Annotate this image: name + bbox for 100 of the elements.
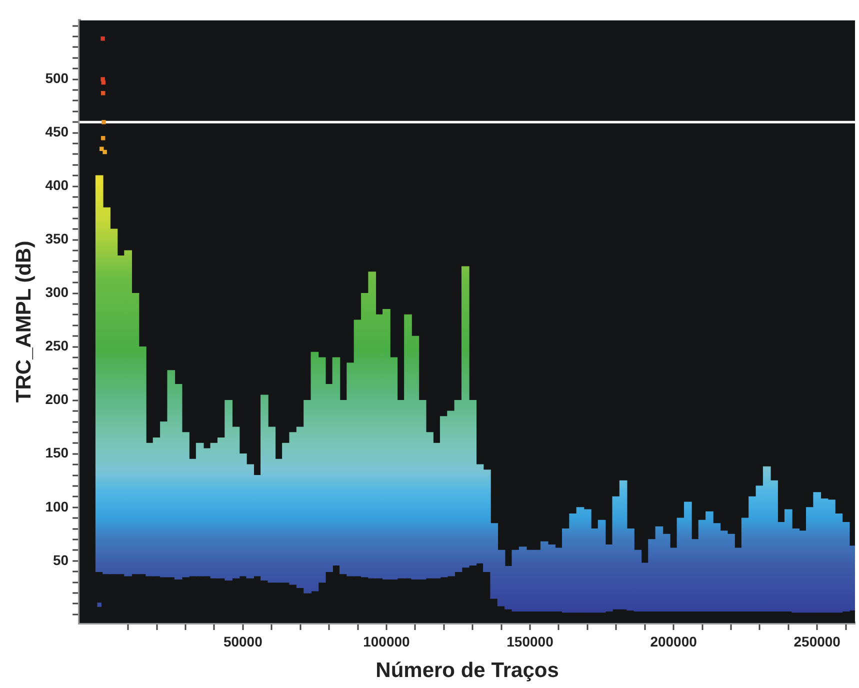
bar <box>426 432 434 578</box>
y-tick-label: 500 <box>45 70 69 86</box>
y-axis-title: TRC_AMPL (dB) <box>12 240 36 403</box>
bar <box>497 550 506 606</box>
bar <box>167 370 176 578</box>
bar <box>612 496 620 610</box>
bar <box>727 534 735 612</box>
y-tick-label: 350 <box>45 230 69 247</box>
bar <box>174 384 182 580</box>
y-tick-label: 50 <box>52 552 69 568</box>
x-tick-label: 150000 <box>506 633 554 650</box>
bar <box>569 513 577 613</box>
bar <box>461 266 470 568</box>
bar <box>404 314 412 578</box>
bar <box>131 293 140 574</box>
point <box>100 146 104 151</box>
bar <box>605 544 613 612</box>
point <box>97 602 102 607</box>
bar <box>289 432 298 585</box>
bar <box>706 511 714 612</box>
bar <box>490 523 498 599</box>
bar <box>548 544 556 612</box>
x-tick-label: 50000 <box>223 633 263 650</box>
bar <box>182 432 190 578</box>
bar <box>246 464 254 578</box>
bar <box>304 400 312 594</box>
point <box>100 91 106 96</box>
bar <box>712 523 721 612</box>
bar <box>720 530 728 612</box>
bar <box>748 496 756 612</box>
bar <box>662 534 670 612</box>
bar <box>784 509 792 612</box>
bar <box>447 410 455 576</box>
x-tick-label: 200000 <box>650 633 698 650</box>
bar <box>584 509 592 613</box>
bar <box>268 426 276 583</box>
bar <box>813 492 822 613</box>
point <box>102 120 106 124</box>
bar <box>346 362 354 576</box>
bar <box>648 539 656 612</box>
bar <box>554 548 563 612</box>
bar <box>224 400 232 581</box>
bar <box>102 207 110 574</box>
bar <box>325 384 333 572</box>
bar <box>138 346 146 574</box>
bar <box>598 520 606 613</box>
y-tick-label: 150 <box>45 444 69 461</box>
bar <box>670 548 678 612</box>
y-tick-label: 450 <box>45 124 69 140</box>
bar <box>792 528 800 613</box>
y-tick-label: 400 <box>45 177 69 194</box>
y-tick-label: 200 <box>45 391 69 408</box>
bar <box>110 228 118 574</box>
bar <box>382 309 390 580</box>
bar <box>440 416 448 578</box>
bar <box>518 546 527 612</box>
bar <box>540 541 548 612</box>
bar <box>691 539 700 612</box>
bar <box>238 454 247 576</box>
bar <box>203 448 211 576</box>
bar <box>590 528 599 613</box>
bar <box>762 466 771 612</box>
bar <box>232 426 240 578</box>
bar <box>834 513 843 613</box>
bar <box>684 502 692 612</box>
bar <box>146 442 154 576</box>
point <box>102 150 107 154</box>
bar <box>310 352 319 592</box>
bar <box>368 272 376 578</box>
bar <box>476 464 484 564</box>
y-tick-label: 300 <box>45 284 69 300</box>
point <box>100 36 105 41</box>
bar <box>512 550 520 612</box>
bar <box>390 357 398 580</box>
bar <box>842 522 850 612</box>
bar <box>483 470 491 572</box>
bar <box>734 548 742 612</box>
bar <box>655 526 664 612</box>
bar <box>418 400 426 580</box>
bar <box>526 550 534 612</box>
bar <box>626 528 634 610</box>
x-tick-label: 250000 <box>794 633 841 650</box>
bar <box>770 480 778 612</box>
y-tick-label: 100 <box>45 498 69 514</box>
y-tick-label: 250 <box>45 338 69 354</box>
bar <box>95 175 104 572</box>
bar <box>411 336 420 580</box>
x-axis-title: Número de Traços <box>376 659 559 682</box>
bar <box>260 394 268 581</box>
bar <box>640 562 649 612</box>
bar <box>619 480 628 610</box>
bar <box>454 400 462 572</box>
bar <box>634 550 642 612</box>
x-tick-label: 100000 <box>363 633 410 650</box>
bar <box>332 357 340 566</box>
bar <box>828 500 836 613</box>
point <box>100 136 106 140</box>
bar <box>124 250 132 576</box>
bar <box>196 442 204 576</box>
bar <box>318 357 326 583</box>
